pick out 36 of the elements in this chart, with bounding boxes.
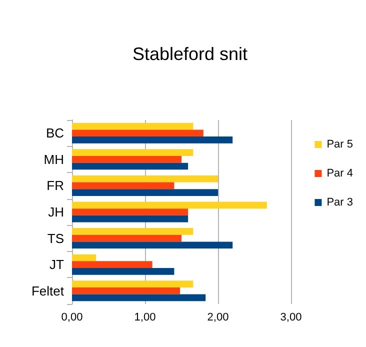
bar xyxy=(72,254,96,262)
y-tick-label: JT xyxy=(50,257,64,272)
y-tick-label: Feltet xyxy=(31,283,64,298)
bar xyxy=(72,189,218,196)
bar xyxy=(72,287,180,294)
bar xyxy=(72,215,188,222)
bar xyxy=(72,234,182,242)
bar xyxy=(72,242,233,249)
y-tick-label: JH xyxy=(48,204,64,220)
y-tick-label: TS xyxy=(47,230,64,246)
y-tick-label: MH xyxy=(44,152,64,167)
legend-label: Par 3 xyxy=(326,196,354,208)
bar xyxy=(72,162,188,170)
legend-label: Par 5 xyxy=(326,138,354,150)
y-tick-label: BC xyxy=(46,126,64,141)
bar xyxy=(72,261,152,268)
x-tick-label: 0,00 xyxy=(61,312,83,324)
bar xyxy=(72,208,188,216)
bar xyxy=(72,175,218,182)
bar xyxy=(72,268,174,275)
bar xyxy=(72,136,233,144)
bar xyxy=(72,228,194,235)
x-tick-label: 2,00 xyxy=(207,312,229,324)
x-tick-label: 1,00 xyxy=(134,312,156,324)
bar xyxy=(72,130,204,137)
bar xyxy=(72,294,206,302)
bar xyxy=(72,202,267,209)
y-tick-label: FR xyxy=(46,178,64,194)
legend-label: Par 4 xyxy=(326,168,354,180)
bar xyxy=(72,149,194,156)
bar xyxy=(72,182,174,190)
bar xyxy=(72,280,194,288)
x-tick-label: 3,00 xyxy=(280,312,302,324)
bar xyxy=(72,122,194,130)
bar xyxy=(72,156,182,163)
chart-title: Stableford snit xyxy=(132,44,248,64)
